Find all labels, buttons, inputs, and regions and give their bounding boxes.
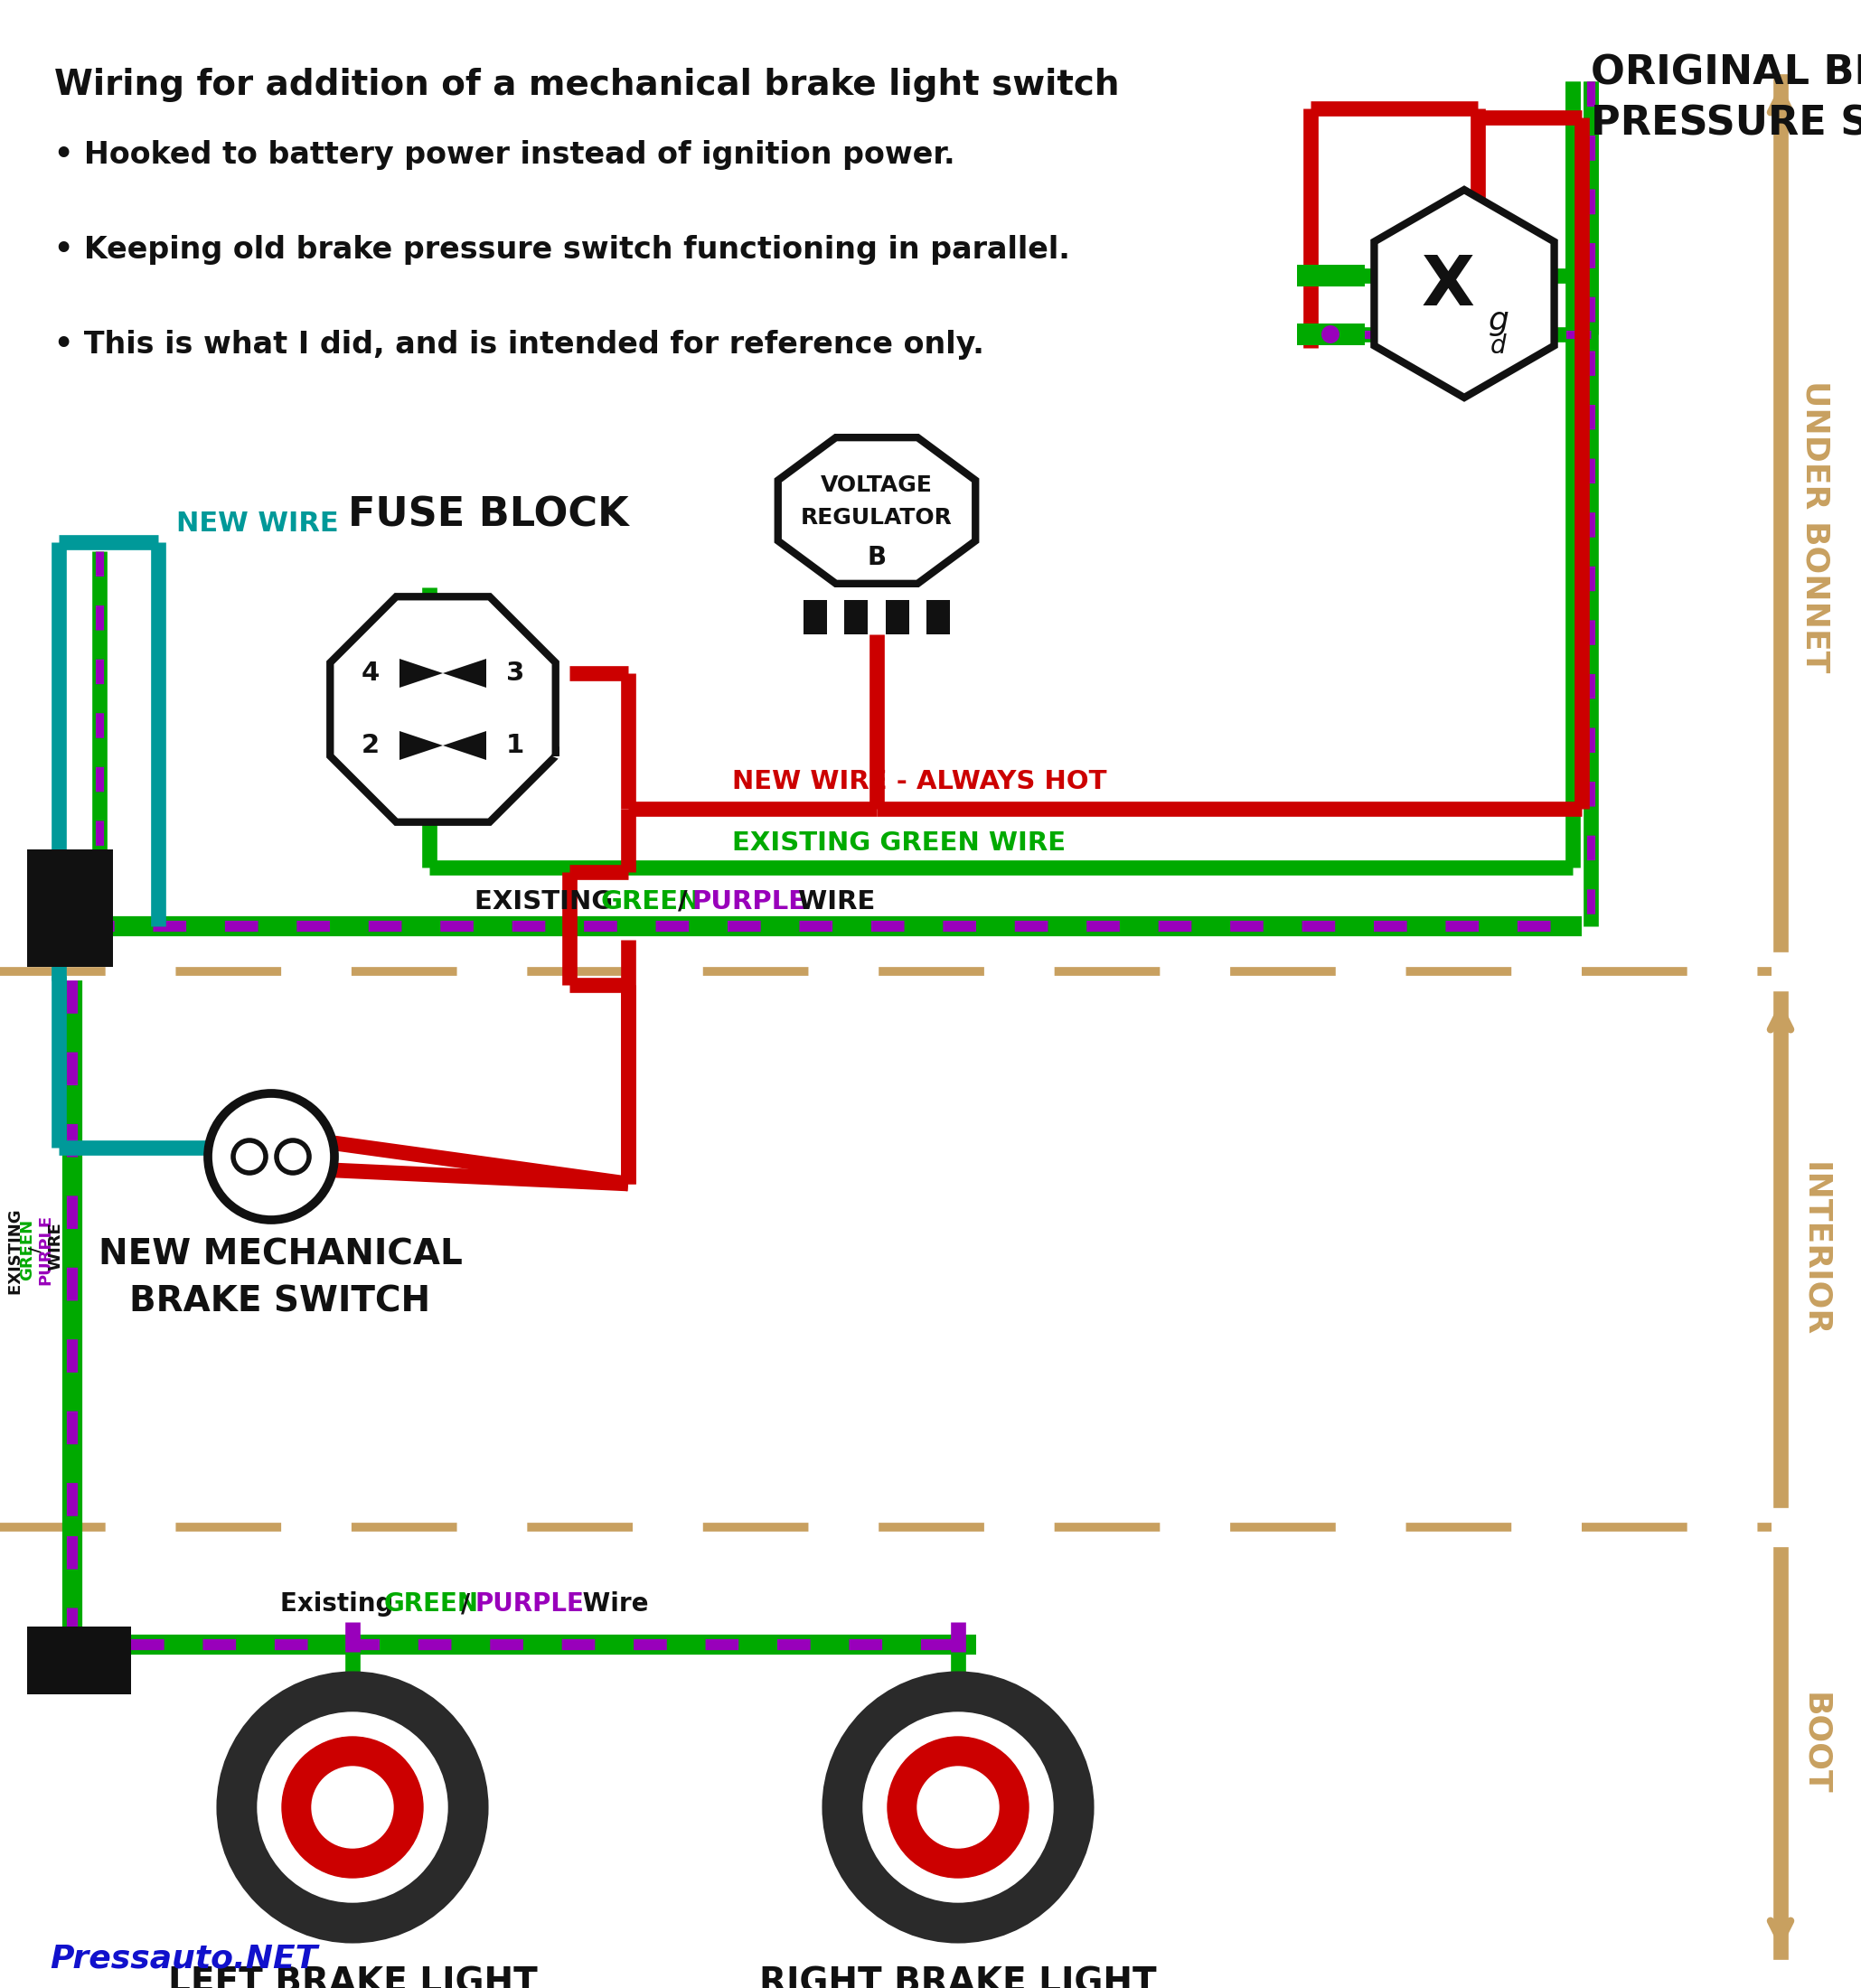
Circle shape bbox=[257, 1712, 447, 1903]
Text: GREEN: GREEN bbox=[19, 1219, 35, 1280]
Polygon shape bbox=[329, 596, 556, 823]
Text: FUSE BLOCK: FUSE BLOCK bbox=[348, 495, 629, 535]
Polygon shape bbox=[1373, 189, 1554, 398]
Text: /: / bbox=[28, 1246, 45, 1252]
Polygon shape bbox=[400, 658, 486, 688]
Text: VOLTAGE: VOLTAGE bbox=[821, 475, 932, 497]
Text: Wire: Wire bbox=[573, 1590, 648, 1616]
FancyBboxPatch shape bbox=[927, 600, 949, 634]
Circle shape bbox=[1321, 326, 1340, 344]
Text: BRAKE SWITCH: BRAKE SWITCH bbox=[130, 1284, 430, 1320]
Text: EXISTING GREEN WIRE: EXISTING GREEN WIRE bbox=[731, 831, 1066, 855]
Text: /: / bbox=[462, 1590, 471, 1616]
Circle shape bbox=[277, 1141, 309, 1173]
Circle shape bbox=[221, 1676, 484, 1938]
Circle shape bbox=[888, 1738, 1029, 1879]
Text: REGULATOR: REGULATOR bbox=[800, 507, 953, 529]
Circle shape bbox=[864, 1712, 1053, 1903]
Text: EXISTING: EXISTING bbox=[7, 1203, 24, 1294]
Text: • Hooked to battery power instead of ignition power.: • Hooked to battery power instead of ign… bbox=[54, 139, 955, 169]
Text: NEW MECHANICAL: NEW MECHANICAL bbox=[99, 1239, 462, 1272]
Text: PURPLE: PURPLE bbox=[37, 1215, 54, 1284]
Circle shape bbox=[233, 1141, 266, 1173]
Text: 4: 4 bbox=[361, 660, 380, 686]
Text: /: / bbox=[677, 889, 687, 914]
Text: PURPLE: PURPLE bbox=[692, 889, 806, 914]
Text: NEW WIRE - ALWAYS HOT: NEW WIRE - ALWAYS HOT bbox=[731, 769, 1107, 795]
FancyBboxPatch shape bbox=[804, 600, 826, 634]
FancyBboxPatch shape bbox=[845, 600, 867, 634]
Text: g: g bbox=[1489, 306, 1509, 336]
Text: WIRE: WIRE bbox=[789, 889, 875, 914]
Text: LEFT BRAKE LIGHT: LEFT BRAKE LIGHT bbox=[167, 1966, 538, 1988]
Text: GREEN: GREEN bbox=[601, 889, 702, 914]
Polygon shape bbox=[400, 732, 486, 759]
Text: WIRE: WIRE bbox=[48, 1223, 63, 1276]
Text: Pressauto.NET: Pressauto.NET bbox=[50, 1944, 318, 1974]
Text: UNDER BONNET: UNDER BONNET bbox=[1800, 380, 1829, 672]
Circle shape bbox=[283, 1738, 422, 1879]
Circle shape bbox=[917, 1767, 999, 1849]
Text: d: d bbox=[1491, 334, 1507, 358]
Text: Wiring for addition of a mechanical brake light switch: Wiring for addition of a mechanical brak… bbox=[54, 68, 1120, 101]
Text: NEW WIRE: NEW WIRE bbox=[177, 511, 339, 537]
Circle shape bbox=[313, 1767, 393, 1849]
Text: 2: 2 bbox=[361, 734, 380, 757]
Text: RIGHT BRAKE LIGHT: RIGHT BRAKE LIGHT bbox=[759, 1966, 1158, 1988]
Text: Existing: Existing bbox=[281, 1590, 402, 1616]
Text: • This is what I did, and is intended for reference only.: • This is what I did, and is intended fo… bbox=[54, 330, 984, 360]
Text: INTERIOR: INTERIOR bbox=[1800, 1161, 1829, 1336]
Text: PURPLE: PURPLE bbox=[475, 1590, 584, 1616]
Text: • Keeping old brake pressure switch functioning in parallel.: • Keeping old brake pressure switch func… bbox=[54, 235, 1070, 264]
Text: 3: 3 bbox=[506, 660, 525, 686]
Text: GREEN: GREEN bbox=[383, 1590, 478, 1616]
Circle shape bbox=[826, 1676, 1089, 1938]
Text: ORIGINAL BRAKE: ORIGINAL BRAKE bbox=[1591, 54, 1861, 93]
Text: B: B bbox=[867, 545, 886, 571]
Circle shape bbox=[208, 1093, 335, 1221]
Text: X: X bbox=[1422, 252, 1474, 320]
Text: BOOT: BOOT bbox=[1800, 1692, 1829, 1795]
FancyBboxPatch shape bbox=[28, 1626, 130, 1694]
Text: 1: 1 bbox=[506, 734, 525, 757]
Text: PRESSURE SWITCH: PRESSURE SWITCH bbox=[1591, 103, 1861, 143]
FancyBboxPatch shape bbox=[886, 600, 910, 634]
Text: EXISTING: EXISTING bbox=[475, 889, 622, 914]
Polygon shape bbox=[778, 437, 975, 584]
FancyBboxPatch shape bbox=[1297, 324, 1364, 346]
FancyBboxPatch shape bbox=[1297, 264, 1364, 286]
FancyBboxPatch shape bbox=[28, 849, 114, 966]
